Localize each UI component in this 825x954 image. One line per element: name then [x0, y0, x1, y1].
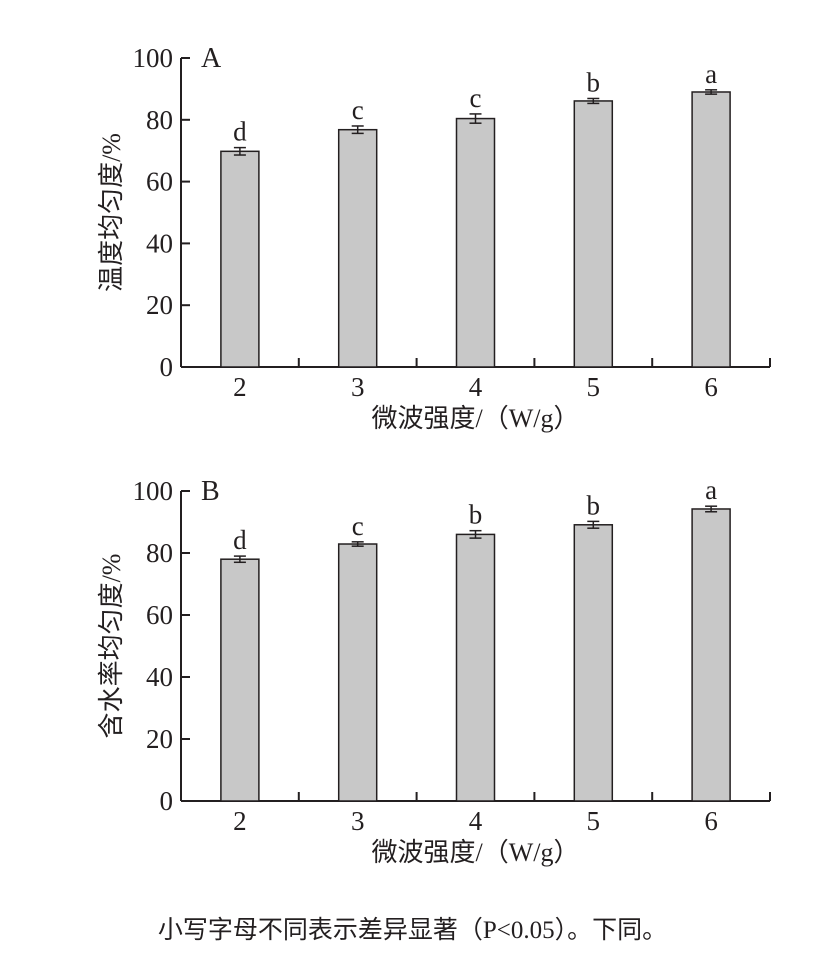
- panel-b-y-tick-label: 100: [133, 476, 174, 506]
- panel-a-bar: [455, 117, 496, 368]
- panel-a-y-tick-label: 60: [146, 167, 173, 197]
- panel-a-x-tick-label: 2: [233, 372, 247, 402]
- panel-a-x-axis-label: 微波强度/（W/g）: [372, 404, 580, 433]
- panel-a-x-tick-label: 4: [469, 372, 483, 402]
- panel-b-y-tick-label: 60: [146, 600, 173, 630]
- panel-a-significance-label: c: [352, 95, 364, 125]
- panel-a-significance-label: a: [705, 59, 717, 89]
- panel-b-x-tick-label: 4: [469, 806, 483, 836]
- panel-b-significance-label: a: [705, 475, 717, 505]
- panel-a-y-axis-label: 温度均匀度/%: [97, 133, 126, 292]
- panel-b-y-axis-label: 含水率均匀度/%: [97, 554, 126, 739]
- panel-b-y-tick-label: 40: [146, 662, 173, 692]
- panel-a-bar: [337, 128, 378, 368]
- panel-b-significance-label: c: [352, 511, 364, 541]
- panel-a-panel-label: A: [201, 43, 222, 74]
- panel-b-significance-label: d: [233, 525, 247, 555]
- panel-b-y-tick-label: 80: [146, 538, 173, 568]
- panel-a-y-tick-label: 40: [146, 228, 173, 258]
- panel-a-y-tick-label: 100: [133, 43, 174, 73]
- panel-b-bar: [220, 558, 260, 802]
- panel-b-panel-label: B: [201, 476, 220, 507]
- panel-b-y-tick-label: 0: [160, 786, 174, 816]
- panel-b-x-tick-label: 3: [351, 806, 365, 836]
- panel-a-x-tick-label: 5: [587, 372, 601, 402]
- panel-a-chart: 0 20 40 60 80 100 d 2 c 3 c 4 b 5 a 6 A 微波强度/（W/g） 温度均匀度/%: [97, 43, 771, 433]
- panel-b-bar: [455, 533, 496, 802]
- panel-b-chart: 0 20 40 60 80 100 d 2 c 3 b 4 b 5 a 6 B 微波强度/（W/g） 含水率均匀度/…: [97, 475, 771, 867]
- panel-a-y-tick-label: 20: [146, 290, 173, 320]
- panel-b-x-tick-label: 5: [587, 806, 601, 836]
- panel-a-bar: [220, 150, 260, 368]
- panel-b-significance-label: b: [587, 490, 601, 520]
- panel-a-x-tick-label: 6: [704, 372, 718, 402]
- panel-a-bar: [691, 91, 731, 368]
- panel-b-x-tick-label: 2: [233, 806, 247, 836]
- panel-b-x-tick-label: 6: [704, 806, 718, 836]
- panel-b-bar: [691, 508, 731, 802]
- panel-a-y-tick-label: 80: [146, 105, 173, 135]
- panel-a-significance-label: c: [470, 83, 482, 113]
- panel-b-bar: [337, 543, 378, 802]
- panel-b-y-tick-label: 20: [146, 724, 173, 754]
- panel-a-significance-label: b: [587, 67, 601, 97]
- panel-a-significance-label: d: [233, 117, 247, 147]
- panel-a-x-tick-label: 3: [351, 372, 365, 402]
- panel-a-y-tick-label: 0: [160, 352, 174, 382]
- figure-caption: 小写字母不同表示差异显著（P<0.05）。下同。: [157, 917, 668, 944]
- panel-b-bar: [573, 524, 614, 802]
- panel-b-x-axis-label: 微波强度/（W/g）: [372, 838, 580, 867]
- panel-a-bar: [573, 100, 614, 368]
- panel-b-significance-label: b: [469, 500, 483, 530]
